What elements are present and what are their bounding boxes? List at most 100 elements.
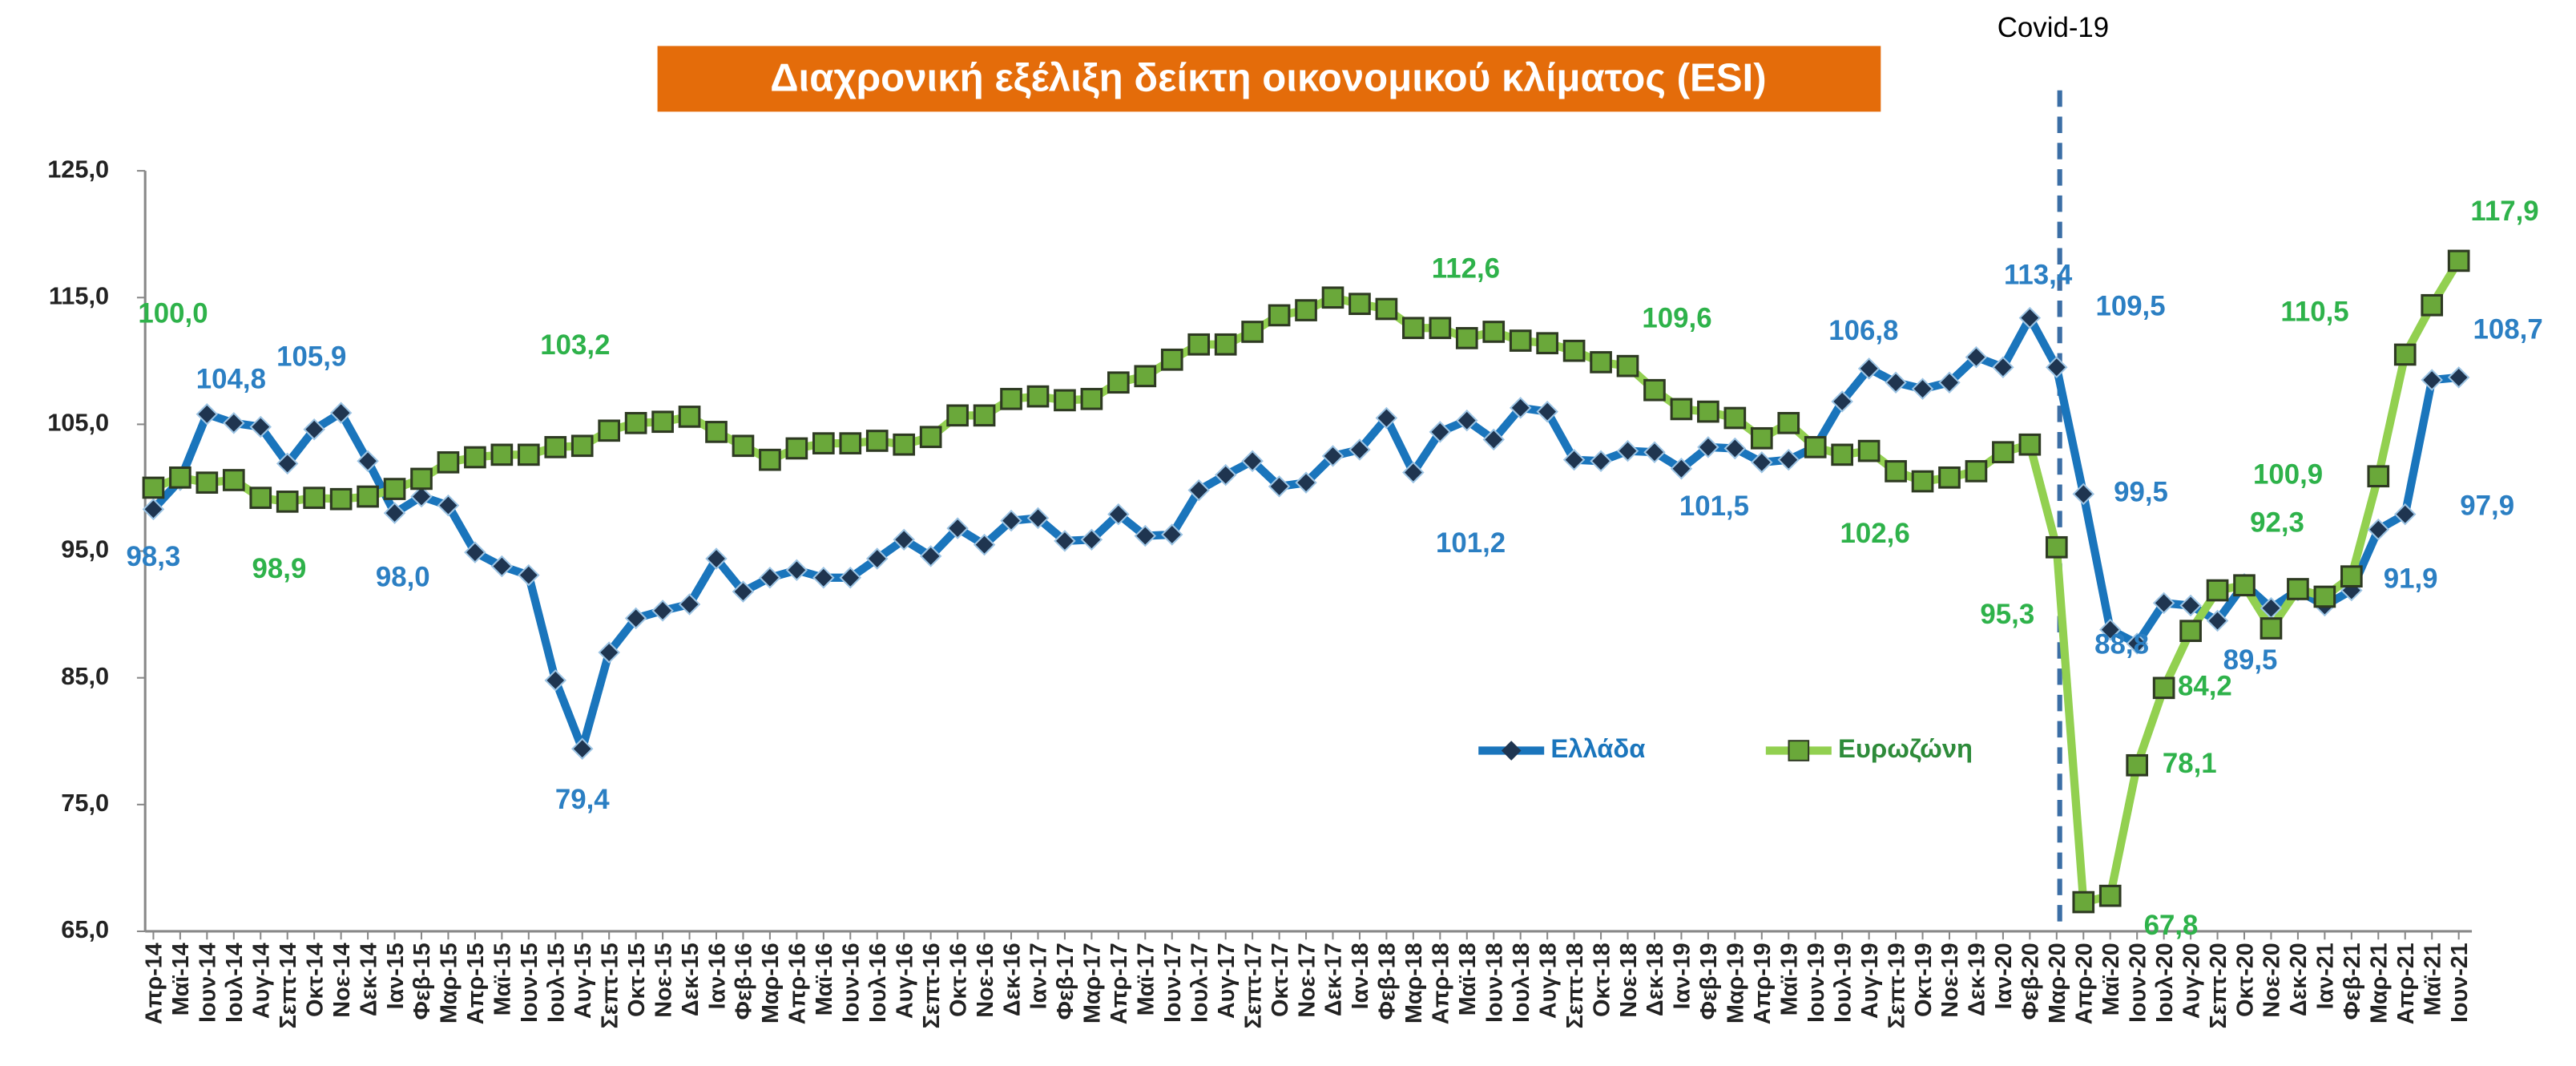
y-tick-label: 85,0: [61, 662, 109, 690]
marker: [1000, 509, 1022, 532]
marker: [329, 487, 353, 511]
x-tick-label: Δεκ-14: [356, 943, 381, 1016]
data-label: 101,2: [1436, 527, 1506, 559]
x-tick-label: Νοε-18: [1616, 943, 1642, 1017]
x-tick-label: Ιουν-15: [517, 943, 542, 1023]
data-label: 108,7: [2473, 314, 2543, 345]
marker: [893, 528, 915, 551]
x-tick-label: Απρ-19: [1750, 943, 1776, 1024]
marker: [517, 443, 540, 466]
x-tick-label: Δεκ-15: [678, 943, 703, 1016]
marker: [1777, 448, 1800, 471]
data-label: 101,5: [1679, 491, 1749, 522]
legend-label: Ευρωζώνη: [1838, 733, 1973, 763]
y-tick-label: 95,0: [61, 535, 109, 563]
x-tick-label: Αυγ-20: [2179, 943, 2204, 1019]
x-tick-label: Μαρ-15: [437, 943, 462, 1024]
marker: [651, 600, 674, 622]
marker: [651, 410, 674, 434]
marker: [2393, 343, 2417, 366]
x-tick-label: Ιουλ-14: [222, 943, 248, 1023]
marker: [2045, 535, 2068, 559]
marker: [812, 432, 835, 454]
data-label: 109,5: [2095, 291, 2165, 322]
x-tick-label: Ιουλ-15: [544, 943, 570, 1023]
marker: [303, 418, 325, 441]
x-tick-label: Δεκ-16: [999, 943, 1025, 1016]
marker: [1429, 421, 1452, 443]
data-label: 98,9: [252, 553, 307, 584]
x-tick-label: Οκτ-14: [302, 943, 328, 1017]
annotation: Covid-19: [1998, 12, 2109, 43]
x-tick-label: Απρ-14: [142, 943, 167, 1024]
marker: [1107, 503, 1130, 526]
x-tick-label: Αυγ-14: [249, 943, 275, 1019]
marker: [1187, 478, 1210, 502]
x-tick-label: Απρ-17: [1107, 943, 1132, 1024]
x-tick-label: Αυγ-19: [1857, 943, 1883, 1019]
marker: [1134, 524, 1157, 547]
x-tick-label: Ιουλ-16: [865, 943, 891, 1023]
marker: [1616, 354, 1639, 378]
x-tick-label: Μαϊ-21: [2420, 943, 2445, 1016]
marker: [410, 467, 433, 491]
marker: [1965, 460, 1988, 483]
x-tick-label: Φεβ-16: [732, 943, 757, 1020]
marker: [1911, 378, 1934, 400]
marker: [2018, 306, 2042, 329]
marker: [2340, 565, 2363, 588]
x-tick-label: Σεπτ-19: [1884, 943, 1909, 1028]
x-tick-label: Αυγ-15: [570, 943, 596, 1019]
marker: [1268, 475, 1291, 498]
marker: [1295, 299, 1317, 321]
marker: [624, 411, 647, 434]
marker: [437, 494, 460, 517]
marker: [865, 430, 889, 452]
marker: [919, 545, 942, 567]
marker: [759, 448, 781, 471]
marker: [1509, 329, 1532, 352]
marker: [1482, 428, 1505, 451]
series-line: [150, 313, 2460, 753]
data-label: 117,9: [2470, 196, 2538, 227]
marker: [1509, 397, 1532, 419]
x-tick-label: Μαϊ-18: [1455, 943, 1481, 1016]
marker: [2206, 579, 2229, 602]
marker: [1107, 371, 1130, 394]
marker: [2046, 356, 2068, 378]
marker: [1857, 357, 1881, 380]
marker: [1536, 400, 1558, 423]
marker: [839, 567, 862, 589]
marker: [2126, 753, 2149, 777]
marker: [464, 446, 486, 469]
title-box: [657, 46, 1881, 112]
x-tick-label: Μαρ-20: [2045, 943, 2070, 1024]
marker: [2098, 618, 2122, 641]
marker: [2072, 890, 2095, 914]
x-tick-label: Οκτ-15: [624, 943, 650, 1017]
marker: [169, 466, 191, 489]
marker: [1348, 438, 1371, 461]
x-tick-label: Ιαν-19: [1670, 943, 1695, 1009]
x-tick-label: Μαρ-18: [1401, 943, 1427, 1024]
marker: [2367, 518, 2390, 541]
marker: [1054, 530, 1076, 552]
marker: [1348, 293, 1371, 316]
marker: [1241, 450, 1264, 473]
marker: [276, 452, 299, 475]
data-label: 91,9: [2384, 563, 2438, 594]
x-tick-label: Απρ-18: [1429, 943, 1454, 1024]
chart-title: Διαχρονική εξέλιξη δείκτη οικονομικού κλ…: [770, 55, 1766, 99]
marker: [1885, 460, 1907, 483]
x-tick-label: Ιαν-21: [2313, 943, 2339, 1009]
marker: [1295, 471, 1317, 494]
x-tick-label: Ιουν-16: [839, 943, 865, 1023]
y-tick-label: 65,0: [61, 915, 109, 943]
marker: [2152, 592, 2175, 615]
marker: [1134, 365, 1157, 388]
marker: [1054, 389, 1076, 412]
data-label: 98,0: [376, 561, 430, 592]
x-tick-label: Ιουν-17: [1160, 943, 1186, 1023]
x-tick-label: Φεβ-15: [409, 943, 435, 1020]
marker: [1536, 332, 1558, 355]
